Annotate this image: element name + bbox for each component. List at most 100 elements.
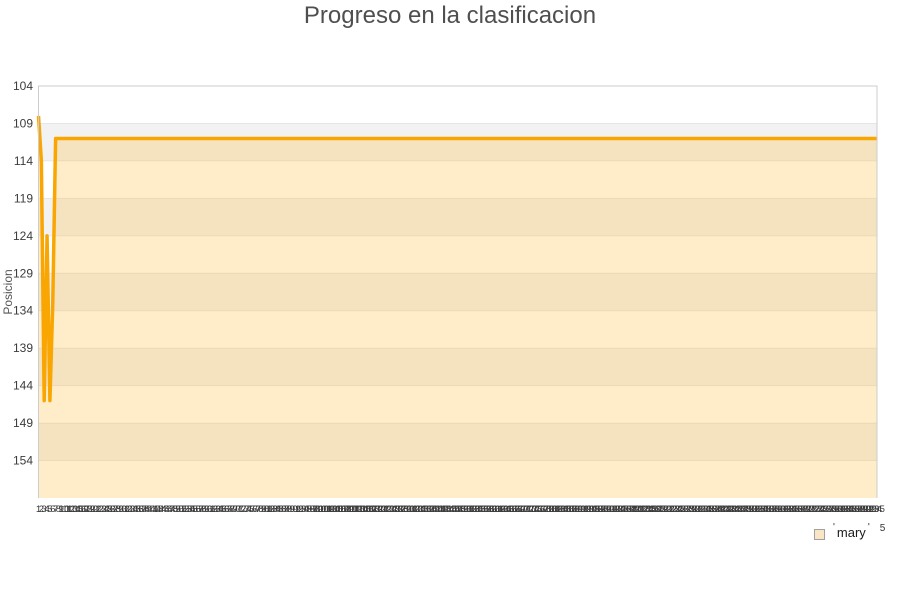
x-tick-label: 131 bbox=[401, 504, 417, 515]
x-tick-label: 235 bbox=[698, 504, 714, 515]
series-area-mary bbox=[38, 115, 877, 499]
x-tick-label: 222 bbox=[661, 504, 677, 515]
x-tick-label: 246 bbox=[729, 504, 745, 515]
plot-band bbox=[38, 86, 877, 124]
x-tick-label: 134 bbox=[410, 504, 426, 515]
x-tick-label: 198 bbox=[592, 504, 608, 515]
x-tick-label: 207 bbox=[618, 504, 634, 515]
x-tick-label: 115 bbox=[356, 504, 371, 515]
x-tick-label: 3 bbox=[42, 504, 47, 515]
x-tick-label: 56 bbox=[190, 504, 201, 515]
x-tick-label: 133 bbox=[407, 504, 423, 515]
x-tick-label: 117 bbox=[362, 504, 377, 515]
x-tick-label: 209 bbox=[624, 504, 640, 515]
x-tick-label: 219 bbox=[652, 504, 668, 515]
x-tick-label: 142 bbox=[433, 504, 449, 515]
x-tick-label: 203 bbox=[607, 504, 623, 515]
x-tick-label: 158 bbox=[478, 504, 494, 515]
x-tick-label: 247 bbox=[732, 504, 748, 515]
x-tick-label: 113 bbox=[350, 504, 365, 515]
legend-item-mary[interactable]: ' mary ' 5 bbox=[831, 522, 885, 540]
x-tick-label: 60 bbox=[201, 504, 212, 515]
x-tick-label: 89 bbox=[284, 504, 295, 515]
x-tick-label: 23 bbox=[96, 504, 107, 515]
x-tick-label: 118 bbox=[365, 504, 380, 515]
x-tick-label: 233 bbox=[692, 504, 708, 515]
x-tick-label: 2 bbox=[39, 504, 44, 515]
x-tick-label: 6 bbox=[50, 504, 55, 515]
y-tick-label: 119 bbox=[14, 191, 33, 205]
x-tick-label: 20 bbox=[87, 504, 98, 515]
x-tick-label: 281 bbox=[829, 504, 845, 515]
x-tick-label: 212 bbox=[632, 504, 648, 515]
x-tick-label: 284 bbox=[838, 504, 854, 515]
x-tick-label: 107 bbox=[333, 504, 349, 515]
x-tick-label: 170 bbox=[513, 504, 529, 515]
legend-close-quote: ' bbox=[867, 522, 870, 533]
y-tick-label: 149 bbox=[13, 416, 33, 430]
x-tick-label: 153 bbox=[464, 504, 480, 515]
plot-band bbox=[38, 160, 877, 199]
x-tick-label: 126 bbox=[387, 504, 403, 515]
plot-band bbox=[38, 460, 877, 498]
x-tick-label: 290 bbox=[855, 504, 871, 515]
x-tick-label: 7 bbox=[53, 504, 58, 515]
x-tick-label: 8 bbox=[56, 504, 61, 515]
x-tick-label: 187 bbox=[561, 504, 577, 515]
x-tick-label: 91 bbox=[290, 504, 301, 515]
x-tick-label: 250 bbox=[741, 504, 757, 515]
x-tick-label: 49 bbox=[170, 504, 181, 515]
x-tick-label: 248 bbox=[735, 504, 751, 515]
x-tick-label: 220 bbox=[655, 504, 671, 515]
x-tick-label: 262 bbox=[775, 504, 791, 515]
x-tick-label: 53 bbox=[182, 504, 193, 515]
x-tick-label: 95 bbox=[301, 504, 312, 515]
x-tick-label: 123 bbox=[379, 504, 395, 515]
x-tick-label: 163 bbox=[493, 504, 509, 515]
x-tick-label: 105 bbox=[327, 504, 343, 515]
x-tick-label: 17 bbox=[79, 504, 90, 515]
x-tick-label: 51 bbox=[176, 504, 187, 515]
x-tick-label: 175 bbox=[527, 504, 543, 515]
x-tick-label: 172 bbox=[518, 504, 534, 515]
x-tick-label: 215 bbox=[641, 504, 657, 515]
x-tick-label: 27 bbox=[107, 504, 118, 515]
x-tick-label: 32 bbox=[122, 504, 133, 515]
x-tick-label: 36 bbox=[133, 504, 144, 515]
x-tick-label: 130 bbox=[398, 504, 414, 515]
x-tick-label: 216 bbox=[644, 504, 660, 515]
x-tick-label: 124 bbox=[381, 504, 397, 515]
x-tick-label: 238 bbox=[707, 504, 723, 515]
x-tick-label: 52 bbox=[179, 504, 190, 515]
x-tick-label: 129 bbox=[396, 504, 412, 515]
x-tick-label: 271 bbox=[801, 504, 817, 515]
x-tick-label: 116 bbox=[359, 504, 374, 515]
x-tick-label: 83 bbox=[267, 504, 278, 515]
x-tick-label: 67 bbox=[221, 504, 232, 515]
x-tick-label: 42 bbox=[150, 504, 161, 515]
x-tick-label: 50 bbox=[173, 504, 184, 515]
x-tick-label: 275 bbox=[812, 504, 828, 515]
x-tick-label: 151 bbox=[458, 504, 474, 515]
x-tick-label: 241 bbox=[715, 504, 731, 515]
x-tick-label: 234 bbox=[695, 504, 711, 515]
legend-swatch-mary[interactable] bbox=[814, 529, 825, 540]
x-tick-label: 239 bbox=[709, 504, 725, 515]
chart-title: Progreso en la clasificacion bbox=[303, 2, 597, 29]
x-tick-label: 72 bbox=[236, 504, 247, 515]
x-tick-label: 173 bbox=[521, 504, 537, 515]
x-tick-label: 291 bbox=[858, 504, 874, 515]
x-tick-label: 5 bbox=[47, 504, 52, 515]
x-tick-label: 232 bbox=[689, 504, 705, 515]
x-tick-label: 101 bbox=[316, 504, 332, 515]
x-tick-label: 293 bbox=[863, 504, 879, 515]
y-tick-label: 129 bbox=[13, 266, 33, 280]
x-tick-label: 182 bbox=[547, 504, 563, 515]
x-tick-label: 195 bbox=[584, 504, 600, 515]
x-tick-label: 286 bbox=[843, 504, 859, 515]
x-tick-label: 245 bbox=[726, 504, 742, 515]
plot-band bbox=[38, 123, 877, 161]
x-tick-label: 226 bbox=[672, 504, 688, 515]
